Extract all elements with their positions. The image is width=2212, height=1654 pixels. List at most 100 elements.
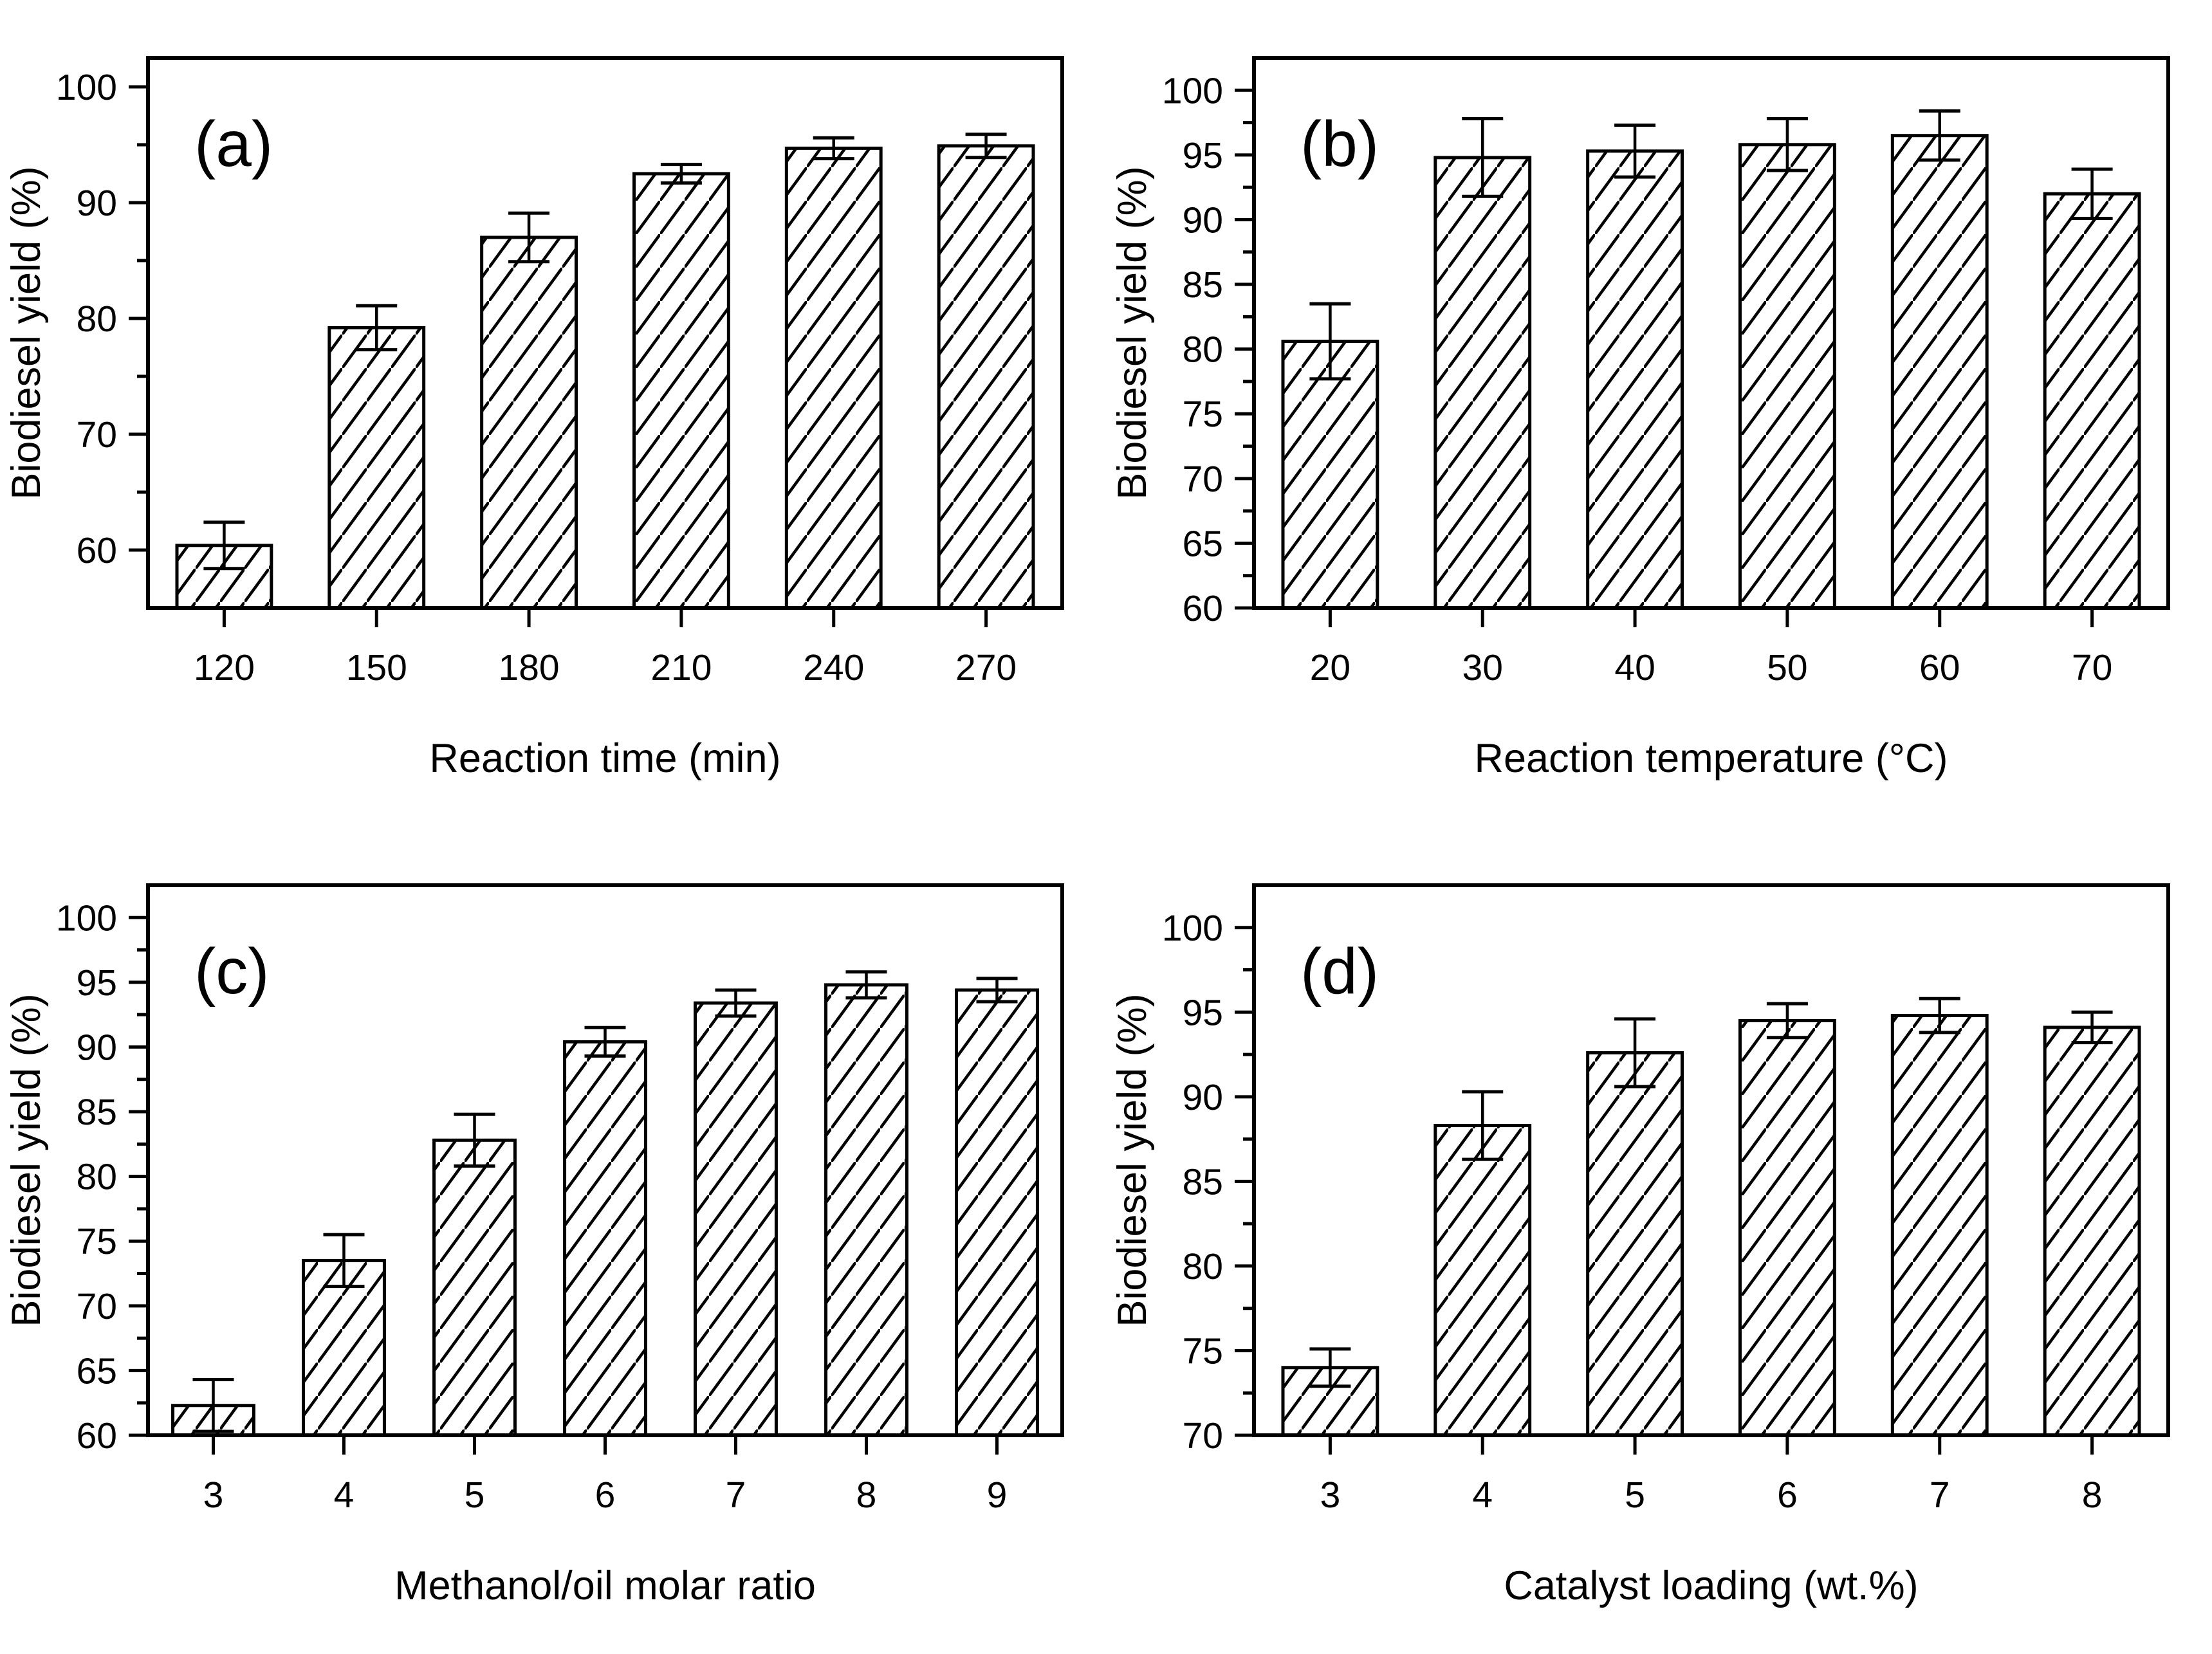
error-bar-120: [203, 520, 245, 571]
x-tick-label-7: 7: [726, 1475, 746, 1516]
bar-8: [824, 983, 908, 1437]
bar-3: [1281, 1366, 1379, 1437]
y-tick-label-80: 80: [77, 299, 117, 340]
error-bar-4: [1462, 1090, 1504, 1161]
bar-8: [2043, 1025, 2141, 1437]
bar-4: [1433, 1124, 1532, 1437]
error-bar-7: [715, 988, 757, 1018]
bars: [1281, 997, 2141, 1437]
y-axis-title: Biodiesel yield (%): [4, 993, 49, 1327]
x-tick-label-270: 270: [955, 647, 1017, 688]
y-tick-label-70: 70: [77, 1286, 117, 1327]
panel-letter: (a): [194, 108, 273, 180]
bar-6: [1738, 1018, 1836, 1437]
y-tick-label-75: 75: [1183, 394, 1223, 435]
y-axis-ticks: 60 70 80 90 100: [56, 67, 148, 571]
bar-70: [2043, 192, 2141, 610]
bar-30: [1433, 156, 1532, 610]
panel-letter: (d): [1300, 935, 1379, 1007]
error-bar-7: [1919, 997, 1960, 1034]
x-axis-title: Methanol/oil molar ratio: [394, 1563, 816, 1608]
x-tick-label-150: 150: [346, 647, 407, 688]
y-tick-label-95: 95: [1183, 992, 1223, 1033]
bar-270: [937, 144, 1035, 610]
panel-c: 60 65 70 75 80 85 90 95 100 3 4 5 6 7 8 9 (c) Methanol/oi…: [0, 827, 1106, 1654]
error-bar-3: [1309, 1347, 1351, 1388]
error-bar-270: [965, 133, 1007, 160]
y-axis-title: Biodiesel yield (%): [1110, 993, 1155, 1327]
bars: [175, 133, 1035, 610]
x-tick-label-40: 40: [1614, 647, 1655, 688]
panel-c-chart: 60 65 70 75 80 85 90 95 100 3 4 5 6 7 8 9 (c) Methanol/oi…: [4, 883, 1064, 1608]
y-tick-label-65: 65: [1183, 523, 1223, 564]
y-tick-label-85: 85: [1183, 264, 1223, 306]
y-tick-label-85: 85: [1183, 1161, 1223, 1202]
bar-7: [694, 1001, 778, 1437]
error-bar-50: [1766, 117, 1808, 172]
error-bar-240: [813, 136, 854, 161]
x-tick-label-210: 210: [650, 647, 712, 688]
error-bar-60: [1919, 109, 1960, 162]
bars: [171, 970, 1039, 1437]
x-tick-label-5: 5: [1625, 1475, 1645, 1516]
x-axis-ticks: 20 30 40 50 60 70: [1310, 608, 2112, 688]
y-axis-title: Biodiesel yield (%): [1110, 166, 1155, 499]
bars: [1281, 109, 2141, 610]
plot-frame: [1252, 56, 2170, 610]
panel-letter: (c): [194, 935, 270, 1007]
x-tick-label-8: 8: [856, 1475, 877, 1516]
bar-150: [327, 326, 426, 610]
panel-letter: (b): [1300, 108, 1379, 180]
y-axis-ticks: 70 75 80 85 90 95 100: [1162, 908, 1254, 1456]
y-tick-label-70: 70: [1183, 1415, 1223, 1456]
x-tick-label-240: 240: [803, 647, 864, 688]
panel-d: 70 75 80 85 90 95 100 3 4 5 6 7 8 (d) Catalyst loading…: [1106, 827, 2212, 1654]
y-tick-label-60: 60: [1183, 588, 1223, 629]
y-tick-label-75: 75: [1183, 1330, 1223, 1372]
bar-4: [302, 1258, 386, 1437]
y-axis-ticks: 60 65 70 75 80 85 90 95 100: [1162, 70, 1254, 629]
y-tick-label-95: 95: [77, 962, 117, 1004]
bar-6: [563, 1040, 647, 1437]
y-tick-label-80: 80: [77, 1157, 117, 1198]
bar-240: [784, 146, 883, 610]
y-axis-title: Biodiesel yield (%): [4, 166, 49, 499]
panel-b: 60 65 70 75 80 85 90 95 100 20 30 40 50 60 70 (b) Reacti…: [1106, 0, 2212, 827]
x-tick-label-3: 3: [1320, 1475, 1341, 1516]
error-bar-40: [1614, 124, 1656, 179]
y-tick-label-75: 75: [77, 1221, 117, 1262]
bar-60: [1890, 134, 1989, 610]
error-bar-20: [1309, 302, 1351, 381]
error-bar-180: [508, 211, 550, 264]
x-tick-label-30: 30: [1462, 647, 1503, 688]
error-bar-5: [1614, 1017, 1656, 1089]
y-tick-label-85: 85: [77, 1092, 117, 1133]
x-axis-title: Reaction time (min): [429, 736, 780, 781]
bar-5: [432, 1138, 517, 1437]
x-tick-label-8: 8: [2082, 1475, 2103, 1516]
error-bar-6: [584, 1025, 626, 1058]
panel-d-chart: 70 75 80 85 90 95 100 3 4 5 6 7 8 (d) Catalyst loading…: [1110, 883, 2170, 1608]
error-bar-9: [976, 977, 1018, 1004]
error-bar-3: [192, 1377, 234, 1433]
y-tick-label-65: 65: [77, 1350, 117, 1392]
bar-9: [955, 988, 1039, 1437]
error-bar-5: [454, 1112, 495, 1168]
error-bar-30: [1462, 117, 1504, 198]
x-tick-label-70: 70: [2072, 647, 2112, 688]
panel-a-chart: 60 70 80 90 100 120 150 180 210 240 270 (a) Reaction…: [4, 56, 1064, 781]
panel-a: 60 70 80 90 100 120 150 180 210 240 270 (a) Reaction…: [0, 0, 1106, 827]
x-tick-label-9: 9: [987, 1475, 1008, 1516]
bar-5: [1586, 1051, 1684, 1437]
x-axis-ticks: 120 150 180 210 240 270: [194, 608, 1017, 688]
panel-b-chart: 60 65 70 75 80 85 90 95 100 20 30 40 50 60 70 (b) Reacti…: [1110, 56, 2170, 781]
y-tick-label-70: 70: [77, 414, 117, 455]
x-axis-ticks: 3 4 5 6 7 8 9: [203, 1435, 1008, 1516]
bar-50: [1738, 143, 1836, 610]
error-bar-70: [2071, 167, 2113, 220]
y-tick-label-70: 70: [1183, 459, 1223, 500]
y-tick-label-60: 60: [77, 1415, 117, 1456]
x-tick-label-3: 3: [203, 1475, 224, 1516]
x-tick-label-50: 50: [1767, 647, 1807, 688]
bar-210: [632, 172, 730, 610]
